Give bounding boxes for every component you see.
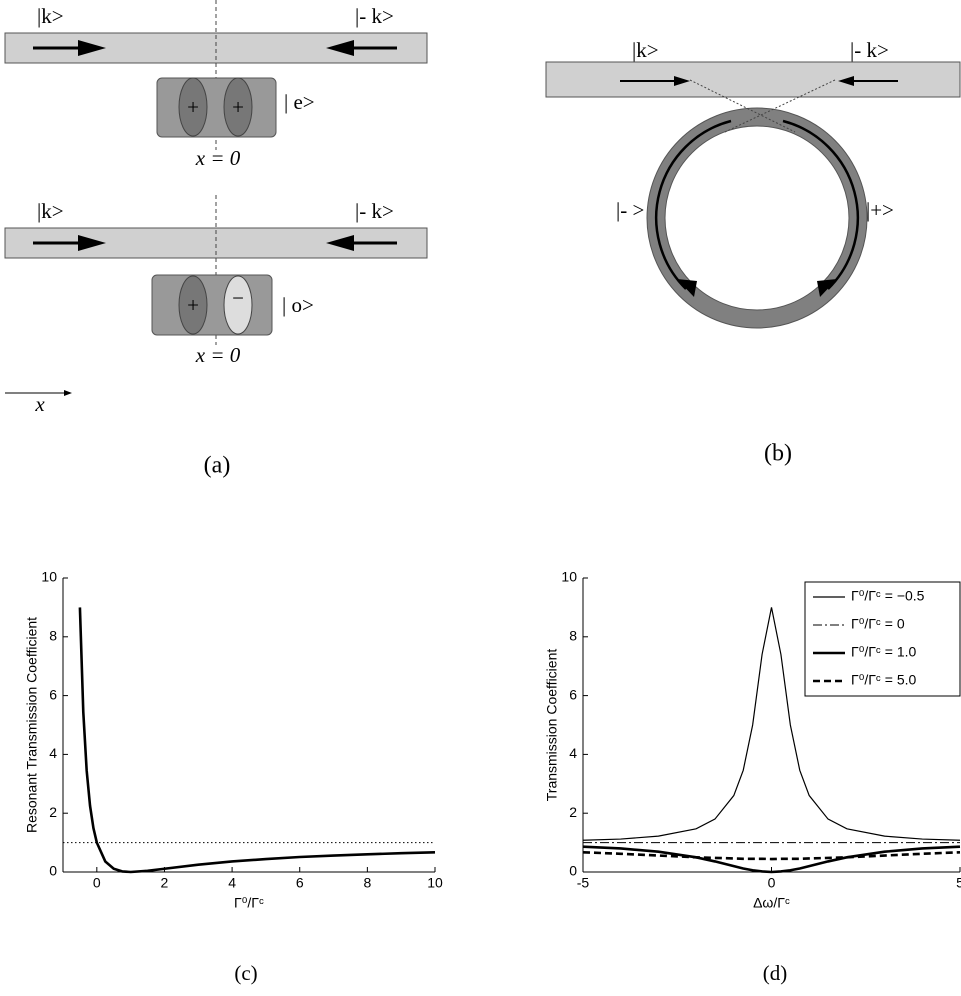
- axis-label: x: [34, 392, 45, 416]
- y-tick-label: 0: [569, 863, 577, 879]
- state-label: |k>: [37, 4, 64, 28]
- mode-box: [156, 77, 277, 138]
- y-tick-label: 6: [569, 686, 577, 702]
- state-label: | o>: [282, 293, 314, 317]
- arrow-head: [326, 40, 354, 56]
- x-tick-label: 8: [363, 875, 371, 891]
- position-label: x = 0: [195, 343, 241, 367]
- caption: (d): [763, 961, 788, 985]
- arrow-head: [838, 76, 854, 86]
- state-label: |- >: [616, 198, 644, 222]
- arrow-head: [674, 76, 690, 86]
- arrow-head: [817, 279, 837, 297]
- ring-arrow: [782, 119, 860, 290]
- arrow-head: [78, 235, 106, 251]
- y-tick-label: 4: [49, 745, 57, 761]
- caption: (a): [204, 453, 231, 479]
- y-axis-label: Resonant Transmission Coefficient: [24, 617, 40, 833]
- x-tick-label: 10: [427, 875, 443, 891]
- state-label: | e>: [284, 90, 315, 114]
- line: [78, 607, 436, 874]
- legend-label: Γ⁰/Γᶜ = 1.0: [851, 644, 917, 660]
- lobe: [178, 275, 208, 335]
- y-tick-label: 4: [569, 745, 577, 761]
- line: [582, 851, 961, 861]
- state-label: |k>: [632, 38, 659, 62]
- state-label: |- k>: [355, 4, 394, 28]
- lobe: [223, 275, 253, 335]
- lobe: [178, 77, 208, 137]
- legend-label: Γ⁰/Γᶜ = −0.5: [851, 588, 925, 604]
- state-label: |- k>: [355, 199, 394, 223]
- state-label: |k>: [37, 199, 64, 223]
- x-tick-label: 0: [768, 875, 776, 891]
- chart: 0 2 4 6 8 10 0 2 4 6 8 10 Γ⁰/Γᶜ Resonant Transmission…: [24, 569, 443, 985]
- position-label: x = 0: [195, 146, 241, 170]
- x-axis-label: Γ⁰/Γᶜ: [234, 895, 264, 911]
- ring-arrow: [654, 119, 732, 290]
- arrow-head: [326, 235, 354, 251]
- y-tick-label: 2: [569, 804, 577, 820]
- state-label: |+>: [866, 198, 894, 222]
- panel-b: |k> |- k> |- > |+> (b): [545, 38, 961, 467]
- y-tick-label: 2: [49, 804, 57, 820]
- lobe: [223, 77, 253, 137]
- coupling-path: [724, 79, 836, 133]
- x-axis-label: Δω/Γᶜ: [753, 895, 790, 911]
- ring-inner: [664, 125, 850, 311]
- legend: [804, 581, 961, 697]
- y-axis-label: Transmission Coefficient: [544, 649, 560, 802]
- line: [582, 607, 961, 841]
- sign: +: [232, 95, 244, 119]
- legend-label: Γ⁰/Γᶜ = 5.0: [851, 672, 917, 688]
- arrow-head: [64, 390, 72, 396]
- caption: (c): [234, 961, 257, 985]
- y-tick-label: 6: [49, 686, 57, 702]
- y-tick-label: 8: [569, 628, 577, 644]
- x-tick-label: 5: [956, 875, 961, 891]
- panel-a: + + |k> |- k> | e> x = 0 + − |k> |- k> |…: [4, 0, 428, 479]
- x-tick-label: -5: [577, 875, 590, 891]
- arrow-head: [677, 279, 697, 297]
- arrow-head: [78, 40, 106, 56]
- sign: +: [187, 293, 199, 317]
- y-tick-label: 8: [49, 628, 57, 644]
- sign: −: [232, 286, 244, 310]
- sign: +: [187, 95, 199, 119]
- y-tick-label: 10: [41, 569, 57, 585]
- legend-label: Γ⁰/Γᶜ = 0: [851, 616, 905, 632]
- x-tick-label: 2: [161, 875, 169, 891]
- state-label: |- k>: [850, 38, 889, 62]
- mode-box: [151, 274, 273, 336]
- y-tick-label: 0: [49, 863, 57, 879]
- y-tick-label: 10: [561, 569, 577, 585]
- coupling-path: [689, 79, 796, 133]
- x-tick-label: 0: [93, 875, 101, 891]
- x-tick-label: 6: [296, 875, 304, 891]
- caption: (b): [764, 441, 792, 467]
- waveguide: [545, 61, 961, 98]
- x-tick-label: 4: [228, 875, 236, 891]
